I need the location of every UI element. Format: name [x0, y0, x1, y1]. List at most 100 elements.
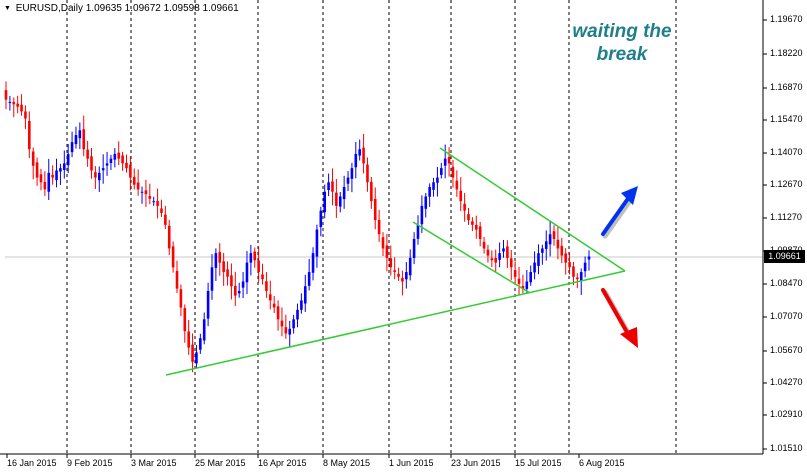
candle — [109, 154, 113, 170]
candle — [144, 179, 148, 207]
candle — [129, 156, 132, 191]
candle-body — [548, 234, 552, 245]
candle — [218, 243, 222, 276]
candle — [148, 183, 152, 205]
annotation-line-1: waiting the — [572, 21, 672, 42]
candle-body — [140, 191, 144, 193]
candle — [482, 236, 486, 254]
candle-body — [436, 177, 439, 183]
candle — [191, 333, 194, 373]
candle-body — [47, 172, 51, 192]
candle — [533, 251, 536, 280]
candle — [560, 237, 564, 264]
candle — [20, 94, 23, 116]
candle — [265, 272, 268, 298]
candle — [463, 192, 466, 222]
high-value: 1.09672 — [124, 3, 161, 14]
candle-body — [486, 249, 490, 256]
candle — [405, 261, 408, 289]
y-tick-label: 1.15470 — [770, 114, 803, 124]
candle — [82, 115, 86, 157]
candle — [12, 97, 16, 118]
trendlines — [165, 147, 626, 376]
triangle-down-icon[interactable]: ▼ — [4, 5, 11, 12]
candle-body — [362, 147, 365, 164]
candle-body — [583, 262, 587, 272]
candle — [35, 157, 39, 186]
candle-body — [393, 270, 396, 273]
candle — [568, 252, 571, 275]
candle — [234, 271, 237, 306]
candle-body — [144, 190, 148, 195]
candle-body — [296, 309, 299, 320]
candle-body — [533, 262, 536, 273]
candle-body — [226, 269, 229, 277]
x-tick-label: 9 Feb 2015 — [67, 458, 113, 468]
candle-body — [385, 245, 389, 258]
candle-body — [471, 221, 474, 225]
candle — [63, 150, 66, 179]
candle — [55, 158, 58, 188]
candle — [583, 256, 587, 278]
candle-body — [498, 253, 501, 260]
close-value: 1.09661 — [202, 3, 239, 14]
candle — [447, 147, 451, 177]
candle — [292, 314, 295, 334]
candle — [156, 188, 159, 219]
candle-body — [373, 198, 377, 221]
candle — [167, 219, 171, 256]
ascending-support-line — [165, 270, 626, 376]
candle — [440, 162, 443, 179]
candle — [342, 175, 346, 209]
candle-body — [525, 281, 529, 289]
candle-body — [576, 277, 579, 280]
candle — [51, 165, 54, 185]
candle — [121, 151, 124, 171]
candle — [424, 192, 428, 218]
annotation-line-2: break — [596, 44, 648, 65]
candle — [226, 261, 229, 286]
candle-body — [156, 200, 159, 206]
candle-body — [230, 275, 233, 287]
candle — [490, 250, 494, 268]
candle — [389, 245, 393, 276]
candle-body — [218, 252, 222, 263]
candle-body — [389, 258, 393, 268]
candle-body — [191, 344, 194, 362]
candle-body — [129, 164, 132, 178]
candle — [502, 239, 505, 258]
candle-body — [292, 319, 295, 329]
candle-body — [152, 201, 155, 203]
y-tick-label: 1.05670 — [770, 345, 803, 355]
candle — [537, 244, 540, 275]
candle-body — [424, 196, 428, 209]
candle-body — [237, 290, 241, 294]
candle-body — [440, 168, 443, 175]
x-tick-label: 8 May 2015 — [323, 458, 371, 468]
candle-body — [377, 219, 381, 235]
candle — [280, 307, 284, 337]
candle-body — [43, 181, 47, 190]
candle — [245, 251, 249, 295]
y-tick-label: 1.12670 — [770, 179, 803, 189]
candle-body — [132, 176, 136, 185]
candle — [171, 241, 175, 273]
candle — [296, 303, 299, 328]
candle-body — [70, 142, 74, 153]
candle-body — [74, 135, 78, 145]
candle — [39, 168, 43, 191]
candle — [338, 192, 342, 213]
candle-body — [517, 278, 521, 284]
candle-body — [579, 272, 583, 282]
chart-header: ▼ EURUSD,Daily 1.09635 1.09672 1.09598 1… — [4, 3, 239, 14]
candle — [288, 320, 292, 348]
candle — [552, 225, 556, 246]
x-tick-label: 3 Mar 2015 — [131, 458, 177, 468]
vertical-grid — [66, 0, 677, 454]
candle-body — [280, 320, 284, 327]
candle-body — [513, 270, 517, 277]
candle — [393, 257, 396, 280]
candle-body — [90, 156, 93, 171]
